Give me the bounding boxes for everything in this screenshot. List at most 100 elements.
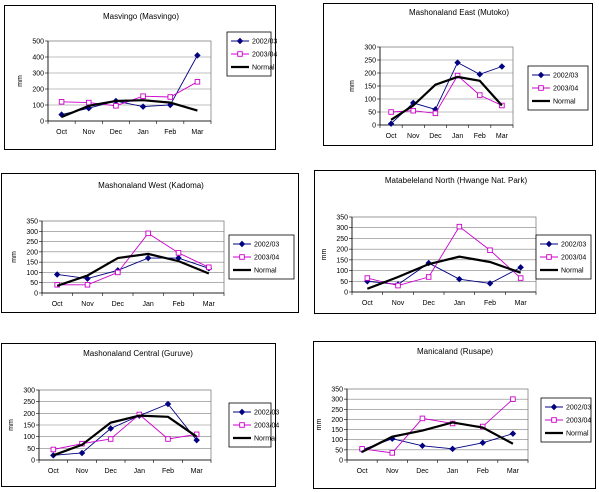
data-point [53, 271, 61, 278]
x-tick-label: Feb [162, 468, 174, 475]
chart-manicaland: Manicaland (Rusape) 0 50 100 150 200 250 300 350… [313, 341, 596, 489]
y-tick-label: 50 [368, 110, 376, 117]
chart-svg: Masvingo (Masvingo) 0 100 200 300 400 500 Oct No… [17, 12, 277, 136]
y-tick-label: 0 [34, 291, 38, 298]
x-tick-label: Mar [507, 468, 520, 475]
x-tick-label: Nov [83, 129, 96, 136]
x-tick-label: Dec [112, 301, 125, 308]
x-tick-label: Nov [81, 301, 94, 308]
chart-title: Masvingo (Masvingo) [103, 12, 179, 21]
legend: 2002/03 2003/04 Normal [228, 234, 295, 280]
legend-label: 2003/04 [252, 52, 277, 59]
y-tick-label: 350 [336, 215, 348, 222]
data-point [78, 449, 86, 457]
y-tick-label: 50 [30, 280, 38, 287]
chart-title: Manicaland (Rusape) [417, 347, 493, 356]
y-tick-label: 500 [32, 39, 44, 46]
data-point [456, 275, 463, 283]
y-tick-label: 100 [26, 270, 38, 277]
data-point [85, 99, 92, 106]
x-tick-label: Feb [474, 133, 486, 140]
series-Normal [56, 252, 210, 287]
y-axis-label: mm [316, 419, 323, 431]
data-point [167, 94, 173, 100]
series-line [361, 421, 514, 453]
y-tick-label: 100 [23, 434, 35, 441]
legend-marker [237, 51, 243, 57]
y-axis-label: mm [349, 80, 356, 92]
chart-mashonaland-east: Mashonaland East (Mutoko) 0 50 100 150 200 250… [323, 3, 593, 146]
series-line [366, 255, 522, 290]
y-axis-label: mm [321, 249, 328, 261]
series-2002/03 [58, 52, 201, 118]
data-point [140, 93, 146, 99]
series-2003/04 [364, 223, 524, 289]
series-Normal [366, 255, 522, 290]
legend-box [540, 397, 592, 443]
series-line [53, 413, 197, 450]
y-tick-label: 0 [31, 458, 35, 465]
y-tick-label: 150 [26, 260, 38, 267]
x-tick-label: Nov [76, 468, 89, 475]
data-point [395, 282, 401, 289]
x-tick-label: Mar [515, 300, 528, 307]
data-point [165, 436, 171, 442]
legend-marker [546, 254, 552, 260]
legend-marker [550, 403, 558, 411]
data-point [194, 79, 201, 85]
x-tick-label: Feb [172, 301, 184, 308]
legend: 2002/03 2003/04 Normal [535, 234, 592, 280]
x-tick-label: Oct [357, 468, 368, 475]
y-tick-label: 350 [331, 387, 343, 394]
legend-label: 2002/03 [566, 405, 591, 412]
x-tick-label: Nov [386, 468, 399, 475]
chart-matabeleland-north: Matabeleland North (Hwange Nat. Park) 0 50… [314, 170, 596, 314]
data-point [145, 230, 151, 237]
data-point [479, 439, 486, 446]
data-point [387, 120, 395, 127]
y-tick-label: 100 [336, 268, 348, 275]
x-tick-label: Feb [477, 468, 489, 475]
data-point [510, 396, 516, 402]
data-point [498, 63, 506, 70]
y-tick-label: 250 [23, 399, 35, 406]
y-tick-label: 100 [331, 437, 343, 444]
y-tick-label: 50 [335, 447, 343, 454]
y-tick-label: 0 [40, 119, 44, 126]
data-point [107, 436, 114, 442]
y-tick-label: 250 [331, 407, 343, 414]
legend-marker [238, 408, 246, 416]
x-tick-label: Mar [496, 133, 509, 140]
y-axis-label: mm [11, 251, 18, 263]
chart-title: Mashonaland West (Kadoma) [98, 181, 204, 190]
legend-label: Normal [254, 436, 277, 443]
y-tick-label: 200 [26, 249, 38, 256]
series-line [391, 74, 503, 114]
data-point [206, 264, 212, 271]
legend-label: 2002/03 [553, 73, 578, 80]
x-tick-label: Feb [164, 129, 176, 136]
x-tick-label: Mar [191, 468, 204, 475]
series-line [56, 252, 210, 287]
x-tick-label: Feb [484, 300, 496, 307]
data-point [425, 274, 432, 280]
y-tick-label: 300 [32, 71, 44, 78]
data-point [107, 425, 114, 432]
y-axis-label: mm [17, 75, 24, 87]
legend-marker [236, 37, 244, 45]
data-point [486, 280, 494, 287]
y-tick-label: 250 [364, 58, 376, 65]
series-line [61, 55, 198, 116]
series-Normal [390, 75, 503, 121]
data-point [509, 430, 517, 437]
y-tick-label: 150 [364, 84, 376, 91]
plot-area [351, 216, 537, 293]
x-tick-label: Dec [422, 300, 435, 307]
data-point [476, 92, 483, 98]
legend-label: 2002/03 [561, 242, 586, 249]
series-line [390, 61, 503, 125]
y-tick-label: 200 [23, 411, 35, 418]
y-axis-label: mm [8, 419, 15, 431]
data-point [456, 223, 463, 230]
legend-marker [551, 417, 557, 423]
